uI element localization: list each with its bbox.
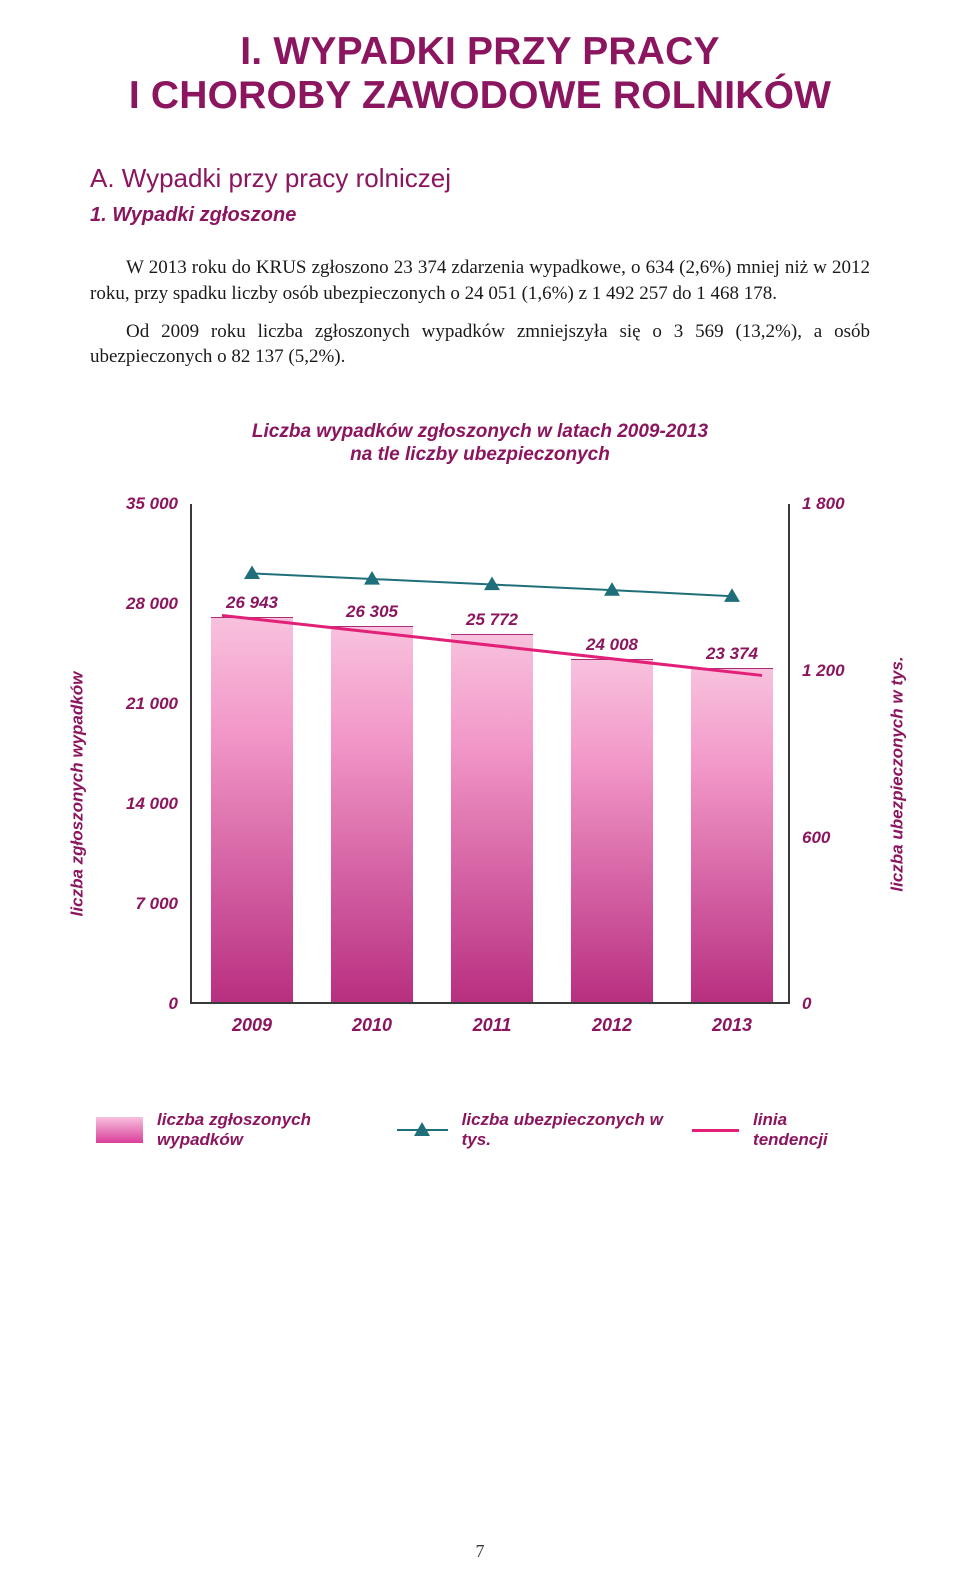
chart: liczba zgłoszonych wypadków liczba ubezp… — [90, 484, 870, 1044]
chart-legend: liczba zgłoszonych wypadków liczba ubezp… — [90, 1110, 870, 1150]
legend-item-trend: linia tendencji — [692, 1110, 864, 1150]
legend-item-bars: liczba zgłoszonych wypadków — [96, 1110, 397, 1150]
section-a-heading: A. Wypadki przy pracy rolniczej — [90, 163, 870, 194]
chart-lines-svg — [192, 504, 792, 1004]
title-line-1: I. WYPADKI PRZY PRACY — [240, 30, 719, 73]
triangle-marker-icon — [397, 1120, 448, 1140]
trend-line-swatch-icon — [692, 1129, 739, 1132]
y-left-tick: 0 — [108, 994, 178, 1014]
y-right-tick: 600 — [802, 828, 858, 848]
y-right-axis-label: liczba ubezpieczonych w tys. — [887, 657, 907, 892]
x-category-label: 2009 — [207, 1015, 297, 1036]
page-title: I. WYPADKI PRZY PRACY I CHOROBY ZAWODOWE… — [90, 30, 870, 117]
legend-markers-label: liczba ubezpieczonych w tys. — [462, 1110, 692, 1150]
x-category-label: 2013 — [687, 1015, 777, 1036]
triangle-marker-icon — [244, 566, 260, 580]
title-line-2: I CHOROBY ZAWODOWE ROLNIKÓW — [129, 74, 831, 117]
trend-line — [222, 616, 762, 676]
bar-swatch-icon — [96, 1117, 143, 1143]
y-left-tick: 28 000 — [108, 594, 178, 614]
y-right-tick: 1 800 — [802, 494, 858, 514]
y-left-axis-label: liczba zgłoszonych wypadków — [67, 672, 87, 917]
y-left-tick: 14 000 — [108, 794, 178, 814]
chart-title-line-1: Liczba wypadków zgłoszonych w latach 200… — [252, 421, 708, 442]
section-a1-heading: 1. Wypadki zgłoszone — [90, 204, 870, 227]
x-category-label: 2012 — [567, 1015, 657, 1036]
x-category-label: 2011 — [447, 1015, 537, 1036]
page-number: 7 — [0, 1541, 960, 1562]
chart-title-line-2: na tle liczby ubezpieczonych — [350, 444, 610, 465]
legend-trend-label: linia tendencji — [753, 1110, 864, 1150]
y-left-tick: 7 000 — [108, 894, 178, 914]
x-category-label: 2010 — [327, 1015, 417, 1036]
chart-title: Liczba wypadków zgłoszonych w latach 200… — [90, 420, 870, 466]
paragraph-2: Od 2009 roku liczba zgłoszonych wypadków… — [90, 319, 870, 370]
y-right-tick: 0 — [802, 994, 858, 1014]
y-right-tick: 1 200 — [802, 661, 858, 681]
y-left-tick: 21 000 — [108, 694, 178, 714]
legend-bars-label: liczba zgłoszonych wypadków — [157, 1110, 397, 1150]
y-left-tick: 35 000 — [108, 494, 178, 514]
legend-item-markers: liczba ubezpieczonych w tys. — [397, 1110, 692, 1150]
paragraph-1: W 2013 roku do KRUS zgłoszono 23 374 zda… — [90, 255, 870, 306]
plot-area: 26 943200926 305201025 772201124 0082012… — [190, 504, 790, 1004]
